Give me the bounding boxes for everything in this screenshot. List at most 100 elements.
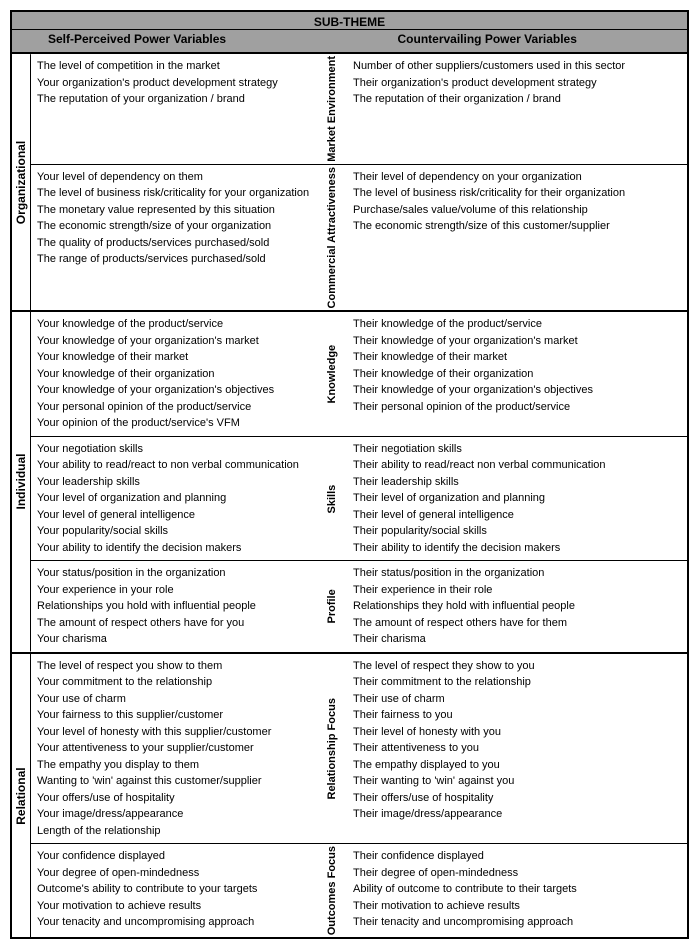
- left-variables: The level of competition in the marketYo…: [31, 54, 319, 164]
- variable-item: Your knowledge of their organization: [37, 366, 315, 383]
- left-variables: Your knowledge of the product/serviceYou…: [31, 312, 319, 436]
- sub-theme-block: The level of respect you show to themYou…: [31, 654, 687, 845]
- variable-item: Purchase/sales value/volume of this rela…: [353, 202, 683, 219]
- left-variables: The level of respect you show to themYou…: [31, 654, 319, 844]
- variable-item: Your ability to identify the decision ma…: [37, 540, 315, 557]
- right-variables: The level of respect they show to you The…: [347, 654, 687, 844]
- right-variables: Their confidence displayedTheir degree o…: [347, 844, 687, 937]
- theme-body: Your knowledge of the product/serviceYou…: [31, 312, 687, 652]
- variable-item: Your level of dependency on them: [37, 169, 315, 186]
- variable-item: Your level of organization and planning: [37, 490, 315, 507]
- variable-item: Your knowledge of your organization's ob…: [37, 382, 315, 399]
- variable-item: Your commitment to the relationship: [37, 674, 315, 691]
- variable-item: Ability of outcome to contribute to thei…: [353, 881, 683, 898]
- theme-section: Organizational The level of competition i…: [12, 54, 687, 312]
- theme-body: The level of competition in the market Yo…: [31, 54, 687, 310]
- sub-theme-label: Relationship Focus: [319, 654, 347, 844]
- col-header-right: Countervailing Power Variables: [394, 30, 688, 52]
- sub-theme-block: Your negotiation skillsYour ability to r…: [31, 437, 687, 562]
- variable-item: Your use of charm: [37, 691, 315, 708]
- variable-item: The quality of products/services purchas…: [37, 235, 315, 252]
- sub-theme-block: The level of competition in the marketYo…: [31, 54, 687, 165]
- variable-item: Your knowledge of the product/service: [37, 316, 315, 333]
- variable-item: Your offers/use of hospitality: [37, 790, 315, 807]
- variable-item: Your level of honesty with this supplier…: [37, 724, 315, 741]
- variable-item: The amount of respect others have for yo…: [37, 615, 315, 632]
- left-variables: Your confidence displayedYour degree of …: [31, 844, 319, 937]
- sub-theme-label: Market Environment: [319, 54, 347, 164]
- variable-item: Their leadership skills: [353, 474, 683, 491]
- sub-theme-label: Profile: [319, 561, 347, 652]
- variable-item: Their use of charm: [353, 691, 683, 708]
- variable-item: Number of other suppliers/customers used…: [353, 58, 683, 75]
- power-variables-table: SUB-THEME Self-Perceived Power Variables…: [10, 10, 689, 939]
- variable-item: Your tenacity and uncompromising approac…: [37, 914, 315, 931]
- sub-theme-block: Your confidence displayedYour degree of …: [31, 844, 687, 937]
- variable-item: Relationships they hold with influential…: [353, 598, 683, 615]
- variable-item: Their knowledge of the product/service: [353, 316, 683, 333]
- variable-item: Their attentiveness to you: [353, 740, 683, 757]
- sub-theme-block: Your status/position in the organization…: [31, 561, 687, 652]
- variable-item: Their popularity/social skills: [353, 523, 683, 540]
- header-row: SUB-THEME: [12, 12, 687, 30]
- sub-header-row: Self-Perceived Power Variables Counterva…: [12, 30, 687, 54]
- variable-item: Their image/dress/appearance: [353, 806, 683, 823]
- sub-theme-block: Your knowledge of the product/serviceYou…: [31, 312, 687, 437]
- theme-label: Organizational: [12, 54, 31, 310]
- variable-item: The level of respect you show to them: [37, 658, 315, 675]
- variable-item: Their knowledge of their market: [353, 349, 683, 366]
- right-variables: Their negotiation skillsTheir ability to…: [347, 437, 687, 561]
- variable-item: The level of business risk/criticality f…: [353, 185, 683, 202]
- variable-item: Their offers/use of hospitality: [353, 790, 683, 807]
- variable-item: Their level of honesty with you: [353, 724, 683, 741]
- header-title: SUB-THEME: [12, 12, 687, 29]
- variable-item: Their personal opinion of the product/se…: [353, 399, 683, 416]
- left-variables: Your level of dependency on themThe leve…: [31, 165, 319, 310]
- variable-item: The level of respect they show to you: [353, 658, 683, 675]
- variable-item: The level of business risk/criticality f…: [37, 185, 315, 202]
- variable-item: Your level of general intelligence: [37, 507, 315, 524]
- variable-item: The amount of respect others have for th…: [353, 615, 683, 632]
- variable-item: Their ability to read/react non verbal c…: [353, 457, 683, 474]
- sub-theme-label: Commercial Attractiveness: [319, 165, 347, 310]
- variable-item: Their level of dependency on your organi…: [353, 169, 683, 186]
- variable-item: Their motivation to achieve results: [353, 898, 683, 915]
- left-variables: Your negotiation skillsYour ability to r…: [31, 437, 319, 561]
- variable-item: Your degree of open-mindedness: [37, 865, 315, 882]
- variable-item: Their level of general intelligence: [353, 507, 683, 524]
- variable-item: Your personal opinion of the product/ser…: [37, 399, 315, 416]
- variable-item: Their knowledge of your organization's m…: [353, 333, 683, 350]
- variable-item: Their tenacity and uncompromising approa…: [353, 914, 683, 931]
- variable-item: Your knowledge of your organization's ma…: [37, 333, 315, 350]
- variable-item: The economic strength/size of this custo…: [353, 218, 683, 235]
- variable-item: Your knowledge of their market: [37, 349, 315, 366]
- variable-item: Their level of organization and planning: [353, 490, 683, 507]
- variable-item: Their organization's product development…: [353, 75, 683, 92]
- variable-item: Length of the relationship: [37, 823, 315, 840]
- variable-item: Their experience in their role: [353, 582, 683, 599]
- variable-item: Outcome's ability to contribute to your …: [37, 881, 315, 898]
- variable-item: Your experience in your role: [37, 582, 315, 599]
- theme-label: Individual: [12, 312, 31, 652]
- variable-item: The level of competition in the market: [37, 58, 315, 75]
- theme-section: IndividualYour knowledge of the product/…: [12, 312, 687, 654]
- variable-item: Relationships you hold with influential …: [37, 598, 315, 615]
- variable-item: The economic strength/size of your organ…: [37, 218, 315, 235]
- variable-item: Your opinion of the product/service's VF…: [37, 415, 315, 432]
- theme-section: RelationalThe level of respect you show …: [12, 654, 687, 938]
- right-variables: Number of other suppliers/customers used…: [347, 54, 687, 164]
- variable-item: The monetary value represented by this s…: [37, 202, 315, 219]
- right-variables: Their status/position in the organizatio…: [347, 561, 687, 652]
- right-variables: Their level of dependency on your organi…: [347, 165, 687, 310]
- variable-item: Your status/position in the organization: [37, 565, 315, 582]
- variable-item: The reputation of your organization / br…: [37, 91, 315, 108]
- variable-item: Their knowledge of their organization: [353, 366, 683, 383]
- variable-item: Their degree of open-mindedness: [353, 865, 683, 882]
- col-header-left: Self-Perceived Power Variables: [28, 30, 366, 52]
- variable-item: The reputation of their organization / b…: [353, 91, 683, 108]
- variable-item: Your image/dress/appearance: [37, 806, 315, 823]
- variable-item: Your ability to read/react to non verbal…: [37, 457, 315, 474]
- variable-item: Their wanting to 'win' against you: [353, 773, 683, 790]
- variable-item: Their negotiation skills: [353, 441, 683, 458]
- sub-theme-label: Knowledge: [319, 312, 347, 436]
